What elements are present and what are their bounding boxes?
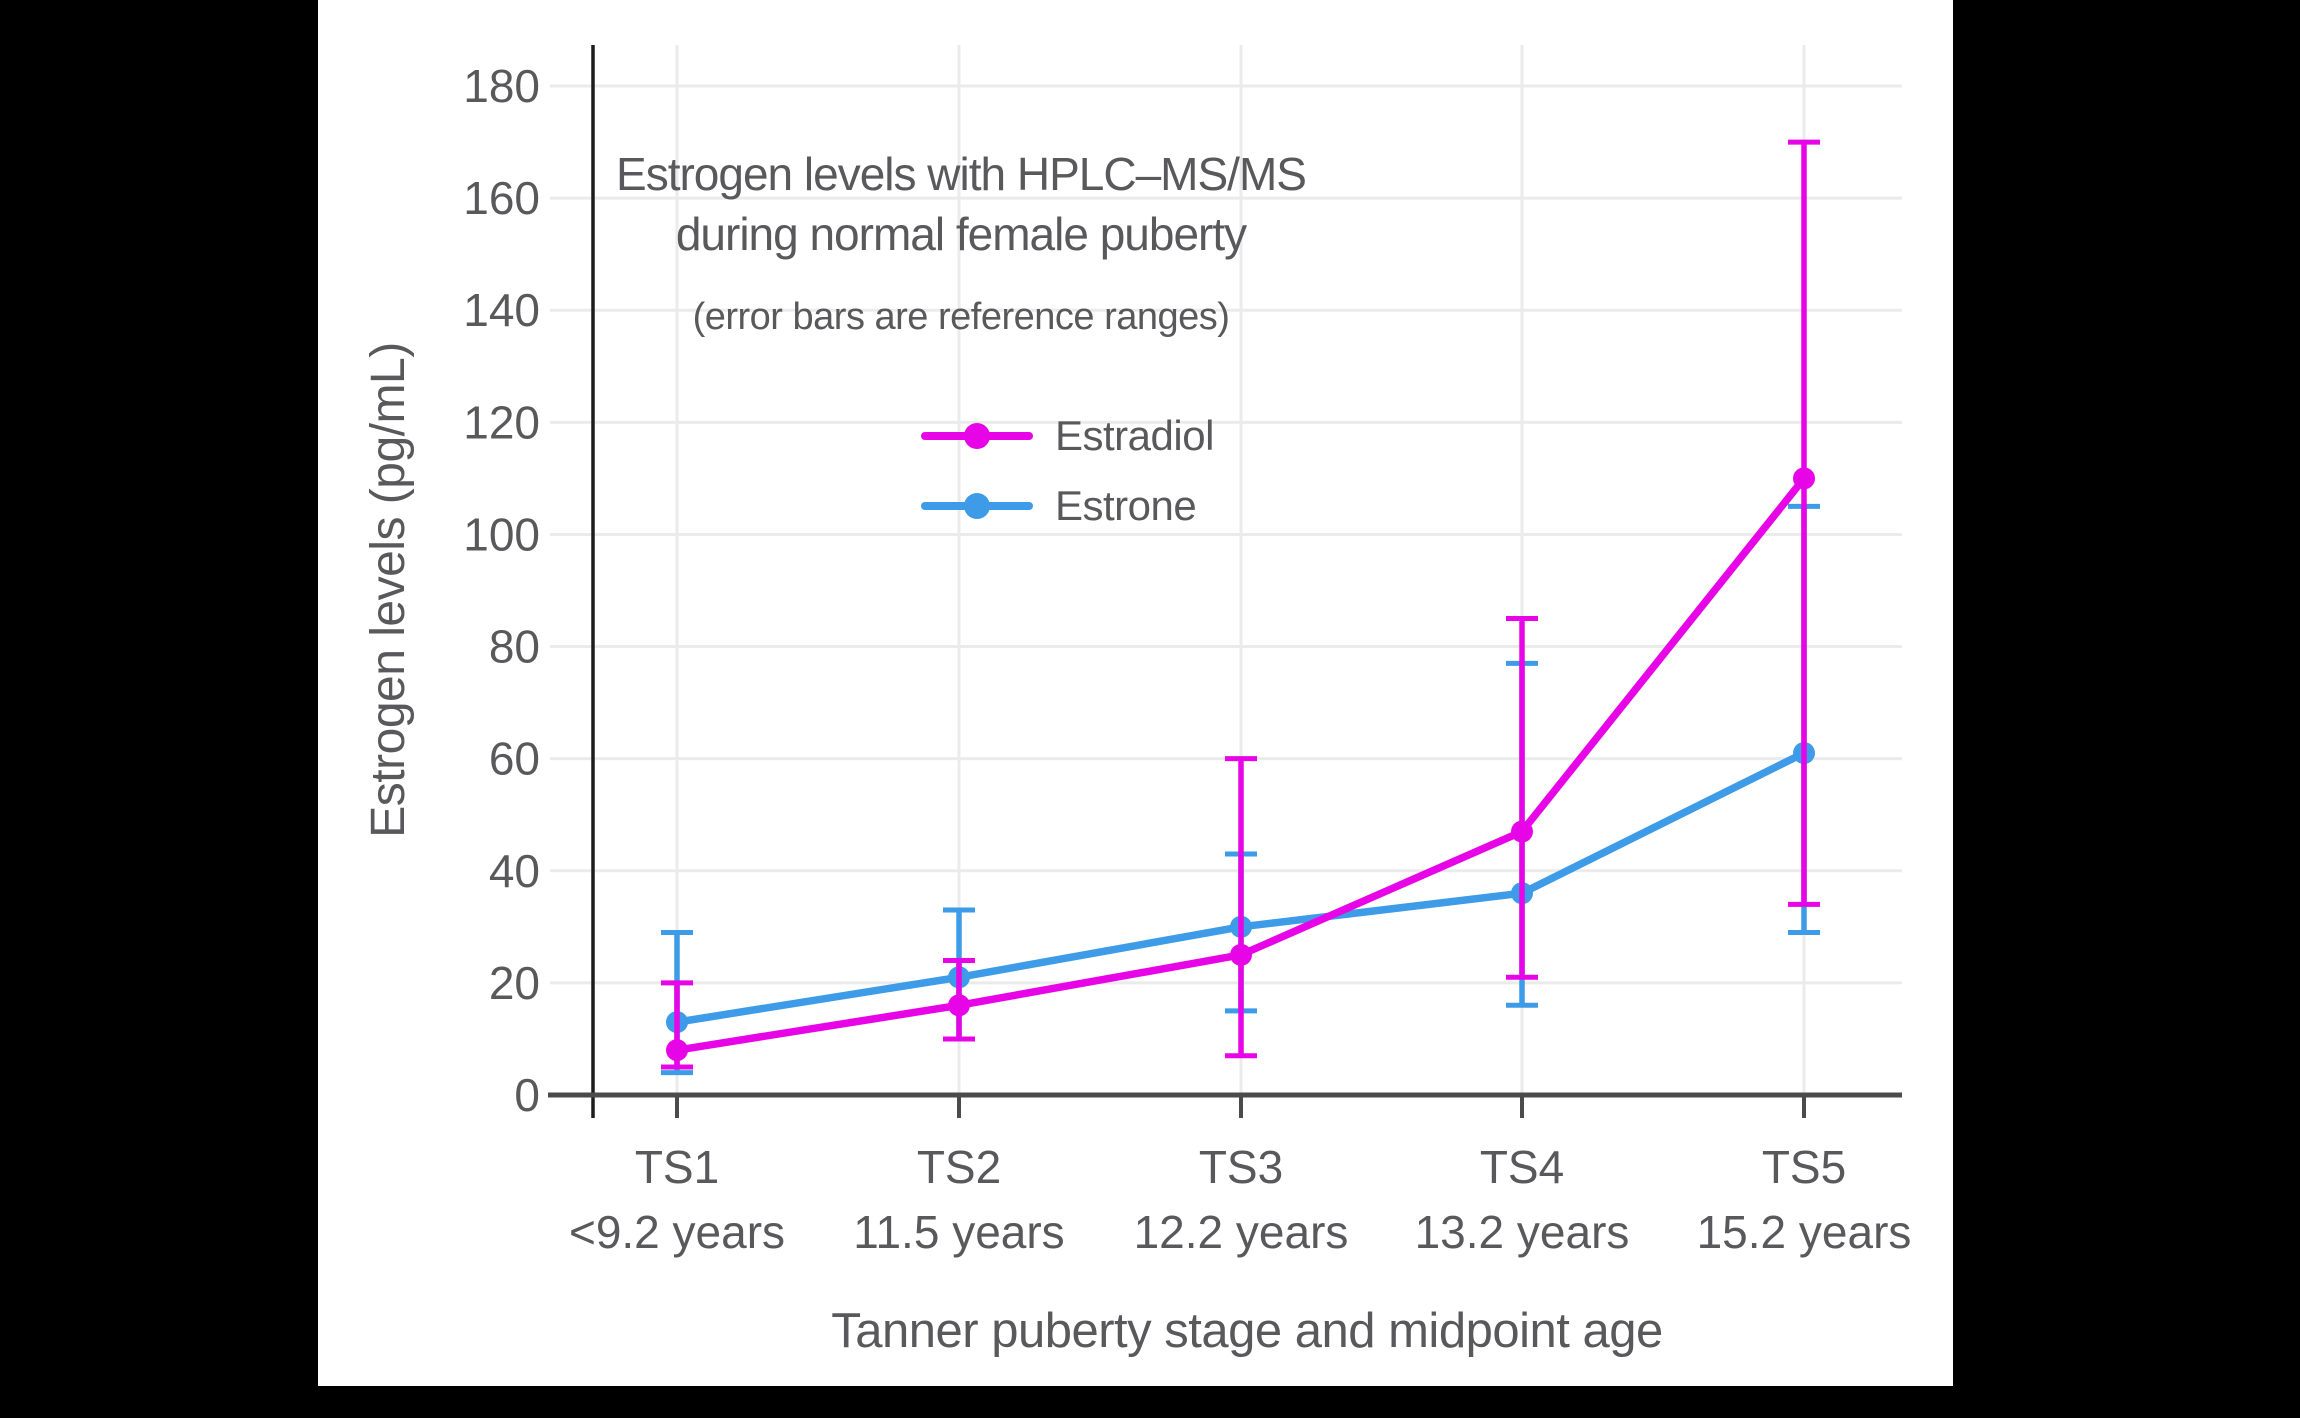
- legend-estradiol-swatch: [921, 423, 1033, 449]
- legend-row-estrone: Estrone: [921, 482, 1214, 529]
- x-tick-label-ts2: TS2: [917, 1141, 1001, 1193]
- x-tick-label-ts1: TS1: [635, 1141, 719, 1193]
- legend-estrone-swatch: [921, 493, 1033, 519]
- age-label-ts3: 12.2 years: [1134, 1206, 1349, 1258]
- legend-row-estradiol: Estradiol: [921, 412, 1214, 459]
- y-tick-label-120: 120: [463, 396, 540, 448]
- data-point-estradiol-ts2: [948, 994, 970, 1017]
- age-label-ts4: 13.2 years: [1415, 1206, 1630, 1258]
- x-tick-label-ts4: TS4: [1480, 1141, 1564, 1193]
- x-axis-label: Tanner puberty stage and midpoint age: [831, 1304, 1663, 1358]
- data-point-estradiol-ts4: [1511, 820, 1533, 843]
- y-tick-label-160: 160: [463, 172, 540, 224]
- data-point-estradiol-ts5: [1793, 467, 1815, 490]
- data-point-estradiol-ts3: [1230, 943, 1252, 966]
- legend: Estradiol Estrone: [921, 412, 1214, 529]
- legend-estradiol-marker-icon: [964, 423, 990, 449]
- y-tick-label-100: 100: [463, 508, 540, 560]
- y-tick-label-60: 60: [489, 733, 540, 785]
- chart-title-block: Estrogen levels with HPLC–MS/MS during n…: [461, 144, 1461, 340]
- y-axis-label: Estrogen levels (pg/mL): [362, 342, 415, 838]
- y-tick-label-180: 180: [463, 60, 540, 112]
- x-tick-label-ts3: TS3: [1199, 1141, 1283, 1193]
- plot-svg: 0 20 40 60 80 100 120 140 160 180 TS1 <9.2 years TS2…: [463, 45, 1912, 1258]
- y-tick-label-140: 140: [463, 284, 540, 336]
- legend-estrone-marker-icon: [964, 493, 990, 519]
- legend-estrone-label: Estrone: [1055, 482, 1197, 529]
- age-label-ts2: 11.5 years: [853, 1206, 1064, 1258]
- age-label-ts5: 15.2 years: [1697, 1206, 1912, 1258]
- chart-subtitle: (error bars are reference ranges): [692, 296, 1230, 338]
- data-point-estradiol-ts1: [666, 1039, 688, 1062]
- chart-title-line-1: Estrogen levels with HPLC–MS/MS: [616, 148, 1307, 200]
- age-label-ts1: <9.2 years: [569, 1206, 785, 1258]
- chart-figure: 0 20 40 60 80 100 120 140 160 180 TS1 <9.2 years TS2…: [318, 0, 1953, 1386]
- y-tick-label-0: 0: [514, 1069, 540, 1121]
- chart-title-line-2: during normal female puberty: [675, 208, 1247, 260]
- y-tick-label-80: 80: [489, 621, 540, 673]
- x-tick-label-ts5: TS5: [1762, 1141, 1846, 1193]
- y-tick-label-20: 20: [489, 957, 540, 1009]
- y-tick-label-40: 40: [489, 845, 540, 897]
- legend-estradiol-label: Estradiol: [1055, 412, 1214, 459]
